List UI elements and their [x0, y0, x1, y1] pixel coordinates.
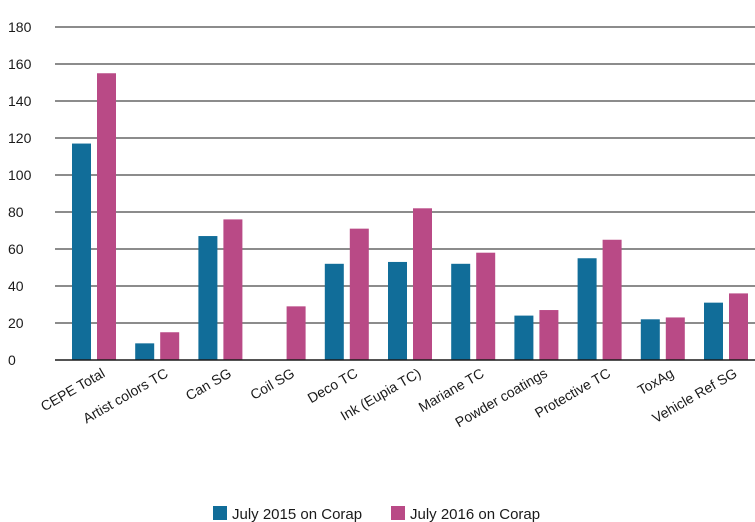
bar-2016 [602, 239, 622, 360]
bar-2015 [640, 319, 660, 360]
bar-2015 [388, 261, 407, 360]
y-tick-label: 100 [8, 167, 32, 183]
bar-2016 [729, 293, 748, 360]
bar-2016 [665, 317, 685, 360]
bar-2015 [198, 236, 218, 360]
bar-2015 [324, 263, 344, 360]
x-category-label: Deco TC [305, 365, 361, 406]
y-tick-label: 20 [8, 315, 24, 331]
bar-2015 [135, 343, 155, 360]
bar-2016 [223, 219, 243, 360]
bar-2016 [286, 306, 306, 360]
bar-2016 [539, 310, 559, 360]
bar-2016 [476, 252, 496, 360]
y-tick-label: 180 [8, 19, 32, 35]
bar-2015 [72, 143, 91, 360]
legend-label: July 2016 on Corap [410, 506, 540, 522]
legend: July 2015 on Corap July 2016 on Corap [213, 506, 540, 522]
legend-swatch [213, 506, 227, 520]
bar-2015 [704, 302, 723, 360]
bar-2015 [514, 315, 534, 360]
x-category-label: Coil SG [247, 365, 297, 403]
y-tick-label: 60 [8, 241, 24, 257]
legend-label: July 2015 on Corap [232, 506, 362, 522]
gridlines [55, 26, 755, 324]
legend-swatch [391, 506, 405, 520]
y-tick-label: 160 [8, 56, 32, 72]
y-tick-label: 40 [8, 278, 24, 294]
bar-2015 [577, 258, 597, 360]
bar-2015 [451, 263, 471, 360]
bar-2016 [349, 228, 369, 360]
bars [72, 73, 748, 360]
bar-2016 [160, 332, 180, 360]
bar-2016 [413, 208, 432, 360]
y-tick-label: 80 [8, 204, 24, 220]
bar-2016 [97, 73, 116, 360]
x-category-label: Can SG [183, 365, 234, 404]
y-tick-label: 120 [8, 130, 32, 146]
y-tick-label: 0 [8, 352, 16, 368]
y-tick-label: 140 [8, 93, 32, 109]
x-category-label: ToxAg [635, 365, 677, 398]
y-axis-tick-labels: 0 20 40 60 80 100 120 140 160 180 [8, 19, 32, 368]
